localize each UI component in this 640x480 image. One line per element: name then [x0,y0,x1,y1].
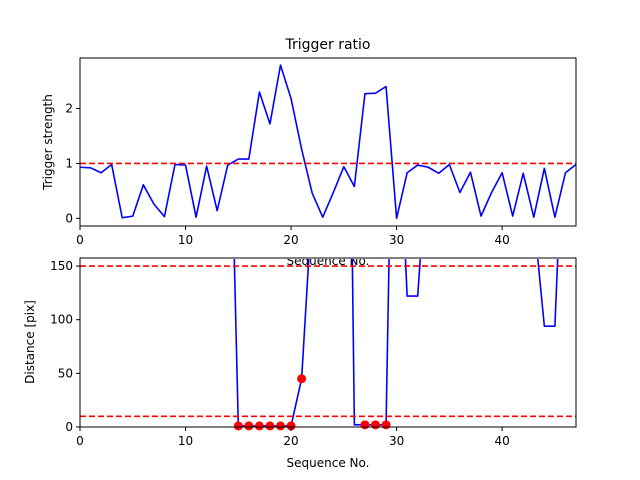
data-point [360,420,370,430]
chart-title: Trigger ratio [284,37,370,53]
data-point [265,421,275,431]
y-tick-label: 1 [65,156,73,170]
data-point [254,421,264,431]
data-point [370,420,380,430]
y-axis-label: Distance [pix] [23,300,37,384]
data-point [297,374,307,384]
x-tick-label: 40 [494,434,509,448]
y-axis-label: Trigger strength [41,94,55,191]
y-tick-label: 150 [50,259,73,273]
x-tick-label: 0 [76,233,84,247]
plot-marks [80,64,576,220]
plot-frame [79,57,577,227]
y-tick-label: 100 [50,313,73,327]
y-tick-label: 50 [58,366,73,380]
x-tick-label: 10 [178,233,193,247]
x-tick-label: 20 [283,434,298,448]
x-tick-label: 40 [494,233,509,247]
x-tick-label: 10 [178,434,193,448]
axis-ticks: 0 10 20 30 40 0 1 2 [65,102,509,247]
y-tick-label: 0 [65,211,73,225]
data-point [233,421,243,431]
x-tick-label: 0 [76,434,84,448]
series-line-0 [80,64,576,220]
x-tick-label: 30 [389,434,404,448]
x-tick-label: 30 [389,233,404,247]
y-tick-label: 2 [65,102,73,116]
axis-ticks: 0 10 20 30 40 0 50 100 150 [50,259,510,448]
data-point [381,420,391,430]
data-point [286,421,296,431]
x-tick-label: 20 [283,233,298,247]
y-tick-label: 0 [65,420,73,434]
data-point [276,421,286,431]
chart-panel-distance: 0 10 20 30 40 0 50 100 150 Sequence No. Distance… [23,256,577,470]
plot-frame [79,257,577,428]
plot-area [80,64,576,220]
x-axis-label: Sequence No. [287,456,370,470]
data-point [244,421,254,431]
